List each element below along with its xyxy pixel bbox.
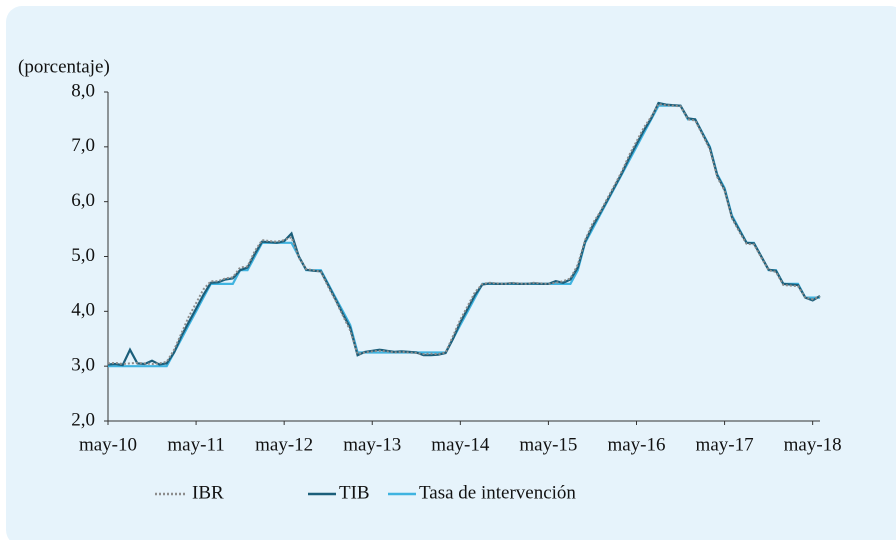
x-tick-label: may-17: [696, 434, 754, 455]
panel: [6, 6, 896, 545]
legend-label: IBR: [192, 482, 224, 503]
y-tick-label: 3,0: [71, 355, 95, 376]
legend-label: TIB: [339, 482, 370, 503]
legend-label: Tasa de intervención: [419, 482, 576, 503]
y-tick-label: 2,0: [71, 409, 95, 430]
y-tick-label: 8,0: [71, 80, 95, 101]
series-line: [107, 101, 821, 367]
x-tick-label: may-15: [519, 434, 577, 455]
x-tick-label: may-16: [607, 434, 665, 455]
y-tick-label: 6,0: [71, 190, 95, 211]
y-tick-label: 4,0: [71, 300, 95, 321]
x-tick-label: may-11: [167, 434, 224, 455]
y-tick-label: 5,0: [71, 245, 95, 266]
x-tick-label: may-13: [343, 434, 401, 455]
x-tick-label: may-14: [431, 434, 490, 455]
x-tick-label: may-10: [79, 434, 137, 455]
x-tick-label: may-18: [784, 434, 842, 455]
y-axis-label: (porcentaje): [18, 56, 110, 77]
y-tick-label: 7,0: [71, 135, 95, 156]
x-tick-label: may-12: [255, 434, 313, 455]
series-line: [107, 103, 821, 366]
